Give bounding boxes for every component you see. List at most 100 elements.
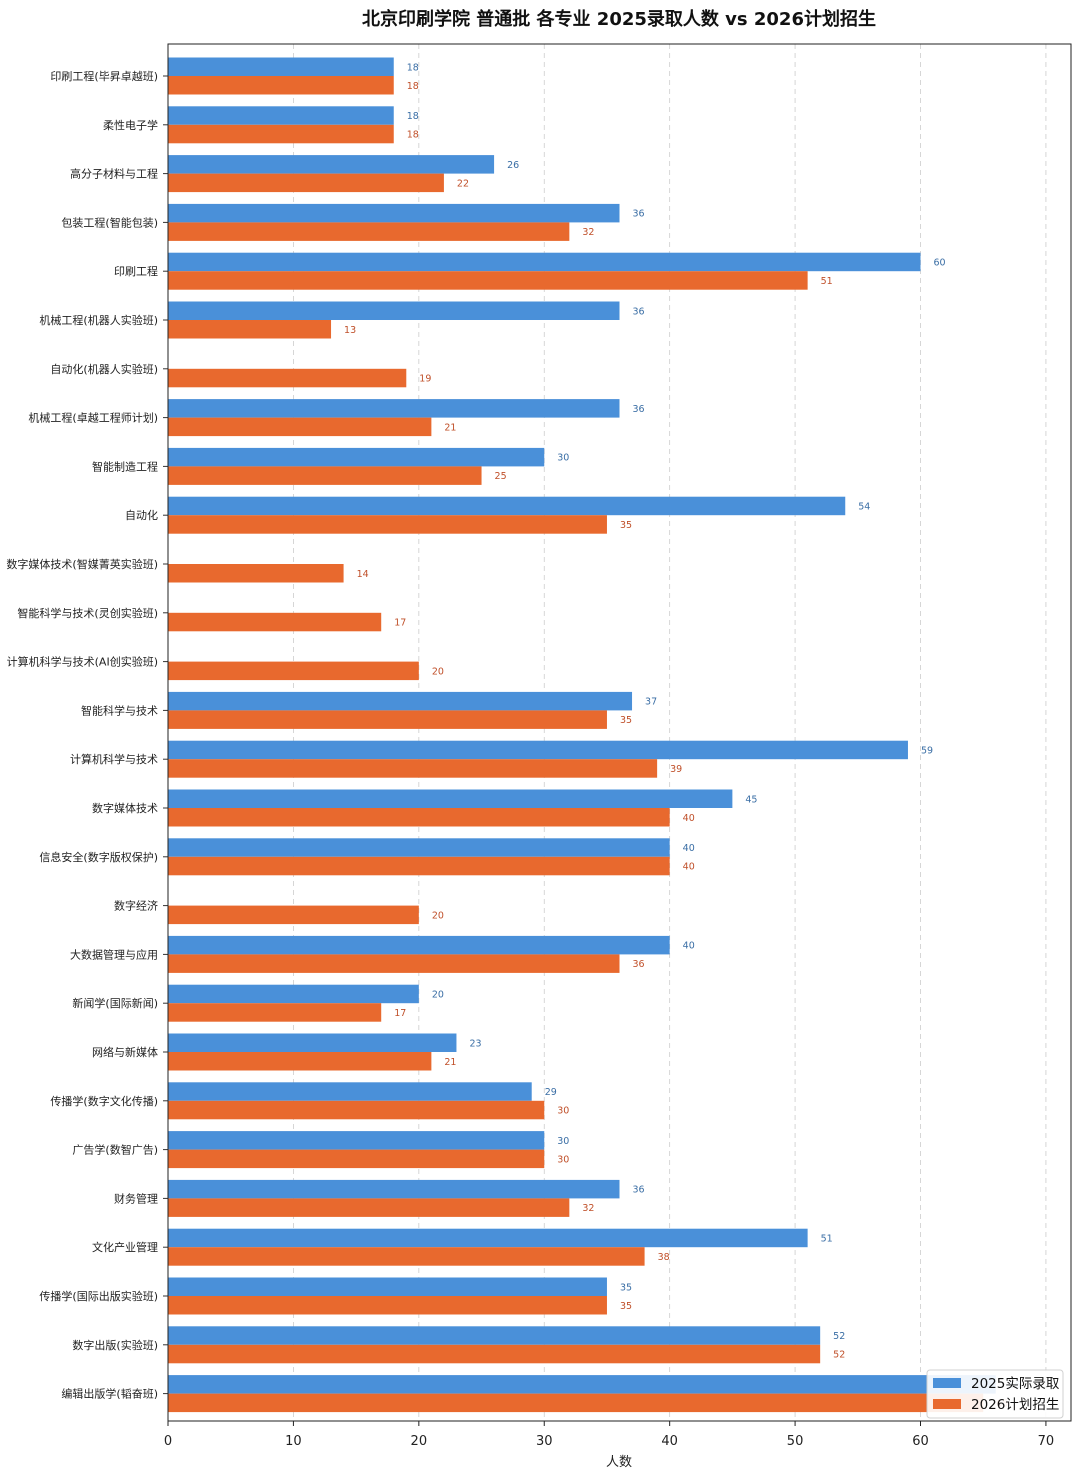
data-label: 29 xyxy=(545,1087,557,1098)
category-label: 印刷工程 xyxy=(114,265,158,278)
bar-2025 xyxy=(168,106,394,125)
bar-2026 xyxy=(168,612,382,632)
data-label: 38 xyxy=(658,1252,670,1263)
plot-frame xyxy=(167,43,1072,1422)
data-label: 26 xyxy=(507,160,519,171)
x-tick-label: 30 xyxy=(536,1434,553,1449)
bar-2026 xyxy=(168,1247,645,1266)
bar-2025 xyxy=(168,1228,808,1248)
bar-2025 xyxy=(168,301,620,320)
data-label: 17 xyxy=(394,1008,406,1019)
data-label: 17 xyxy=(394,618,406,629)
bar-2026 xyxy=(168,954,620,973)
x-axis-title: 人数 xyxy=(606,1455,632,1470)
bar-2025 xyxy=(168,155,495,174)
data-label: 36 xyxy=(633,959,645,970)
data-label: 21 xyxy=(444,422,456,433)
data-label: 18 xyxy=(407,62,419,73)
data-label: 40 xyxy=(683,843,695,854)
bar-2026 xyxy=(168,856,670,876)
data-label: 59 xyxy=(921,745,933,756)
category-label: 智能科学与技术 xyxy=(81,703,158,717)
data-label: 18 xyxy=(407,81,419,92)
category-label: 数字媒体技术 xyxy=(92,801,158,815)
bars xyxy=(168,57,996,1413)
data-label: 30 xyxy=(557,1106,569,1117)
data-label: 35 xyxy=(620,1301,632,1312)
category-label: 网络与新媒体 xyxy=(92,1045,158,1059)
legend-label: 2025实际录取 xyxy=(971,1376,1060,1392)
axes: 0 10 20 30 40 50 60 70 xyxy=(163,43,1072,1449)
bar-2026 xyxy=(168,905,419,925)
data-label: 30 xyxy=(557,1154,569,1165)
bar-2025 xyxy=(168,203,620,223)
x-tick-label: 40 xyxy=(661,1434,678,1449)
category-label: 柔性电子学 xyxy=(103,118,158,132)
data-label: 45 xyxy=(745,794,757,805)
data-label: 54 xyxy=(858,501,870,512)
bar-2026 xyxy=(168,759,658,778)
bar-2026 xyxy=(168,1149,545,1169)
data-label: 40 xyxy=(683,862,695,873)
category-label: 新闻学(国际新闻) xyxy=(72,996,158,1010)
data-label: 25 xyxy=(495,471,507,482)
category-label: 机械工程(卓越工程师计划) xyxy=(28,411,158,425)
bar-2025 xyxy=(168,740,908,760)
data-label: 14 xyxy=(357,569,369,580)
bar-2025 xyxy=(168,1326,821,1345)
category-label: 智能科学与技术(灵创实验班) xyxy=(17,606,158,620)
data-label: 36 xyxy=(633,209,645,220)
data-label: 35 xyxy=(620,1282,632,1293)
bar-2026 xyxy=(168,466,482,485)
category-label: 信息安全(数字版权保护) xyxy=(39,850,158,864)
bar-2026 xyxy=(168,515,607,534)
bar-2025 xyxy=(168,496,846,516)
data-label: 22 xyxy=(457,178,469,189)
category-label: 自动化 xyxy=(125,508,158,522)
category-label: 文化产业管理 xyxy=(92,1240,158,1254)
data-label: 52 xyxy=(833,1350,845,1361)
data-label: 35 xyxy=(620,715,632,726)
bar-2025 xyxy=(168,1131,545,1150)
data-label: 37 xyxy=(645,697,657,708)
bar-2026 xyxy=(168,417,432,437)
data-label: 18 xyxy=(407,111,419,122)
category-label: 数字出版(实验班) xyxy=(72,1338,158,1352)
bar-2026 xyxy=(168,1003,382,1022)
data-label: 23 xyxy=(469,1038,481,1049)
bar-2025 xyxy=(168,252,921,272)
bar-2025 xyxy=(168,447,545,467)
bar-2026 xyxy=(168,1393,984,1413)
bar-2025 xyxy=(168,838,670,857)
bar-2026 xyxy=(168,76,394,95)
bar-2025 xyxy=(168,1082,532,1101)
x-tick-label: 10 xyxy=(285,1434,302,1449)
data-label: 36 xyxy=(633,306,645,317)
bar-2025 xyxy=(168,1033,457,1052)
category-label: 计算机科学与技术(AI创实验班) xyxy=(7,655,158,669)
data-label: 20 xyxy=(432,989,444,1000)
bar-2025 xyxy=(168,984,419,1004)
data-label: 40 xyxy=(683,813,695,824)
bar-2026 xyxy=(168,1052,432,1071)
x-tick-label: 70 xyxy=(1038,1434,1055,1449)
category-label: 自动化(机器人实验班) xyxy=(50,362,158,376)
data-label: 30 xyxy=(557,1136,569,1147)
bar-2026 xyxy=(168,173,444,193)
category-label: 印刷工程(毕昇卓越班) xyxy=(50,69,158,83)
bar-2025 xyxy=(168,1375,996,1394)
category-label: 计算机科学与技术 xyxy=(70,752,158,766)
category-label: 高分子材料与工程 xyxy=(70,167,158,181)
bar-2026 xyxy=(168,1198,570,1217)
category-label: 机械工程(机器人实验班) xyxy=(39,313,158,327)
category-label: 传播学(国际出版实验班) xyxy=(39,1289,158,1303)
bar-2025 xyxy=(168,1277,607,1296)
data-label: 20 xyxy=(432,910,444,921)
data-label: 30 xyxy=(557,453,569,464)
data-label: 40 xyxy=(683,941,695,952)
category-label: 财务管理 xyxy=(114,1191,158,1205)
bar-2026 xyxy=(168,1344,821,1364)
data-label: 20 xyxy=(432,666,444,677)
data-label: 13 xyxy=(344,325,356,336)
data-label: 32 xyxy=(582,1203,594,1214)
